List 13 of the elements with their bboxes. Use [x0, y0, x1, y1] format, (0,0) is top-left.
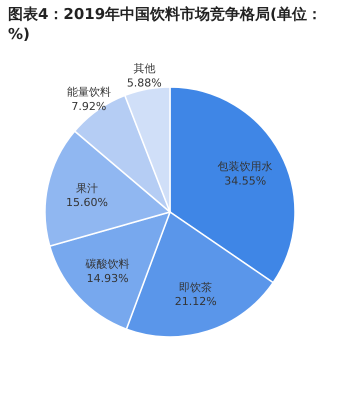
data-label: 5.88%: [126, 76, 162, 90]
data-label: 15.60%: [66, 196, 108, 210]
data-label: 7.92%: [71, 100, 106, 114]
slice-label: 能量饮料: [66, 86, 111, 99]
data-label: 14.93%: [86, 272, 129, 285]
slice-label: 其他: [133, 62, 156, 76]
chart-title: 图表4：2019年中国饮料市场竞争格局(单位：%): [8, 4, 324, 44]
data-label: 34.55%: [224, 174, 266, 188]
slice-label: 果汁: [76, 182, 98, 195]
slice-label: 即饮茶: [179, 280, 212, 294]
slice-label: 包装饮用水: [218, 160, 273, 174]
data-label: 21.12%: [174, 295, 217, 308]
slice-label: 碳酸饮料: [84, 257, 130, 270]
